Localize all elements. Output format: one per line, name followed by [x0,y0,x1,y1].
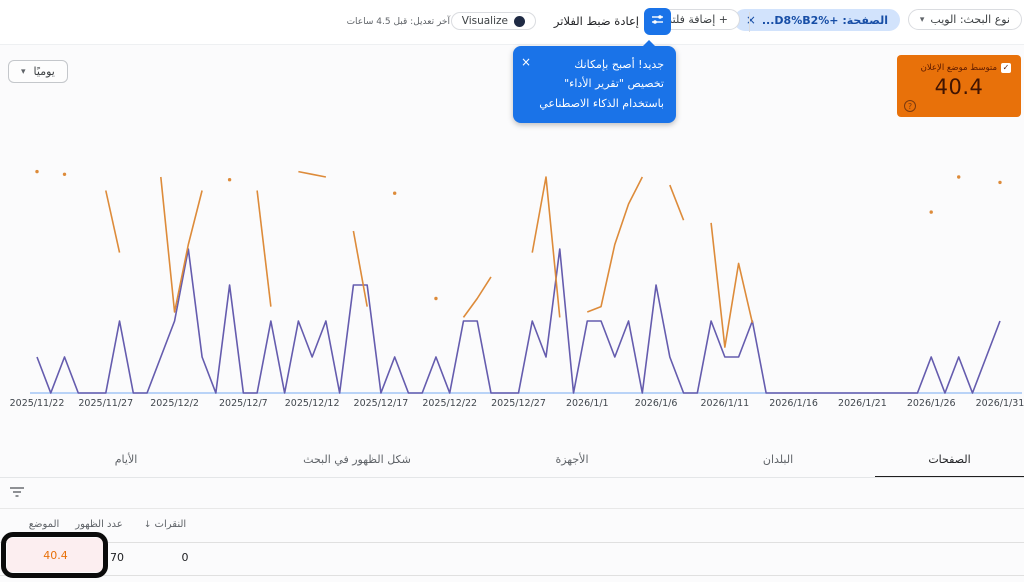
visualize-badge-icon [514,15,525,27]
page-filter-label: الصفحة: +D8%B2%... [761,13,888,27]
close-icon[interactable]: × [521,55,532,69]
x-axis-tick: 2025/12/12 [285,398,340,409]
x-axis-tick: 2026/1/16 [769,398,818,409]
performance-chart[interactable]: 2025/11/22 2025/11/27 2025/12/2 2025/12/7 20… [0,140,1024,420]
tune-icon [650,12,665,31]
tab-countries[interactable]: البلدان [762,453,794,466]
chevron-down-icon: ▾ [21,66,26,77]
tab-search-appearance[interactable]: شكل الظهور في البحث [303,453,411,466]
cell-clicks: 0 [181,551,189,564]
filter-toolbar: نوع البحث: الويب ▾ الصفحة: +D8%B2%... × … [0,0,1024,45]
page-filter-chip[interactable]: الصفحة: +D8%B2%... × [733,9,900,31]
ai-promo-tooltip: × جديد! أصبح بإمكانك تخصيص "تقرير الأداء… [513,40,676,123]
granularity-dropdown[interactable]: يوميًا ▾ [8,60,68,83]
tooltip-line: باستخدام الذكاء الاصطناعي [539,96,664,110]
tab-devices[interactable]: الأجهزة [555,453,589,466]
search-type-label: نوع البحث: الويب [930,13,1010,26]
x-axis-tick: 2026/1/6 [635,398,678,409]
table-border [0,575,1024,576]
tabs-divider [0,477,1024,478]
chevron-down-icon: ▾ [919,14,925,25]
tooltip-line: جديد! أصبح بإمكانك [574,58,664,71]
search-type-chip[interactable]: نوع البحث: الويب ▾ [907,9,1022,30]
x-axis-tick: 2025/12/2 [150,398,199,409]
x-axis-tick: 2025/12/27 [491,398,546,409]
checkbox-checked-icon[interactable]: ✓ [1001,63,1011,73]
sort-desc-icon: ↓ [143,520,152,530]
help-icon[interactable]: ? [904,100,916,112]
visualize-label: Visualize [461,15,508,27]
x-axis-tick: 2025/11/27 [78,398,133,409]
x-axis-tick: 2025/12/7 [219,398,268,409]
granularity-label: يوميًا [33,65,55,78]
cell-position[interactable]: 40.4 [7,538,104,572]
column-header-position[interactable]: الموضع [28,519,60,530]
column-header-clicks[interactable]: النقرات ↓ [143,519,187,530]
x-axis-tick: 2026/1/31 [976,398,1024,409]
column-header-impressions[interactable]: عدد الظهور [75,519,123,530]
avg-position-metric-card[interactable]: ✓ متوسط موضع الإعلان 40.4 ? [897,55,1021,117]
x-axis-tick: 2026/1/1 [566,398,609,409]
x-axis-tick: 2025/12/22 [422,398,477,409]
x-axis-tick: 2026/1/26 [907,398,956,409]
tab-dates[interactable]: الأيام [114,453,138,466]
filter-rows-icon[interactable] [9,483,25,502]
metric-card-label: متوسط موضع الإعلان [920,63,997,73]
cell-impressions: 70 [110,551,124,564]
visualize-button[interactable]: Visualize [450,12,536,30]
ai-filter-button[interactable] [644,8,671,35]
x-axis-tick: 2026/1/21 [838,398,887,409]
x-axis-tick: 2025/12/17 [354,398,409,409]
table-border [0,508,1024,509]
last-updated-text: آخر تعديل: قبل 4.5 ساعات [346,17,450,27]
table-border [0,542,1024,543]
x-axis-tick: 2025/11/22 [10,398,65,409]
tooltip-line: تخصيص "تقرير الأداء" [564,77,664,91]
add-filter-button[interactable]: + إضافة فلتر [654,9,740,30]
x-axis-tick: 2026/1/11 [700,398,749,409]
metric-card-value: 40.4 [934,75,984,99]
close-icon[interactable]: × [745,13,756,27]
add-filter-label: + إضافة فلتر [666,13,728,26]
toolbar-divider [749,12,750,32]
reset-filters-link[interactable]: إعادة ضبط الفلاتر [553,14,639,28]
tab-pages[interactable]: الصفحات [875,445,1024,478]
